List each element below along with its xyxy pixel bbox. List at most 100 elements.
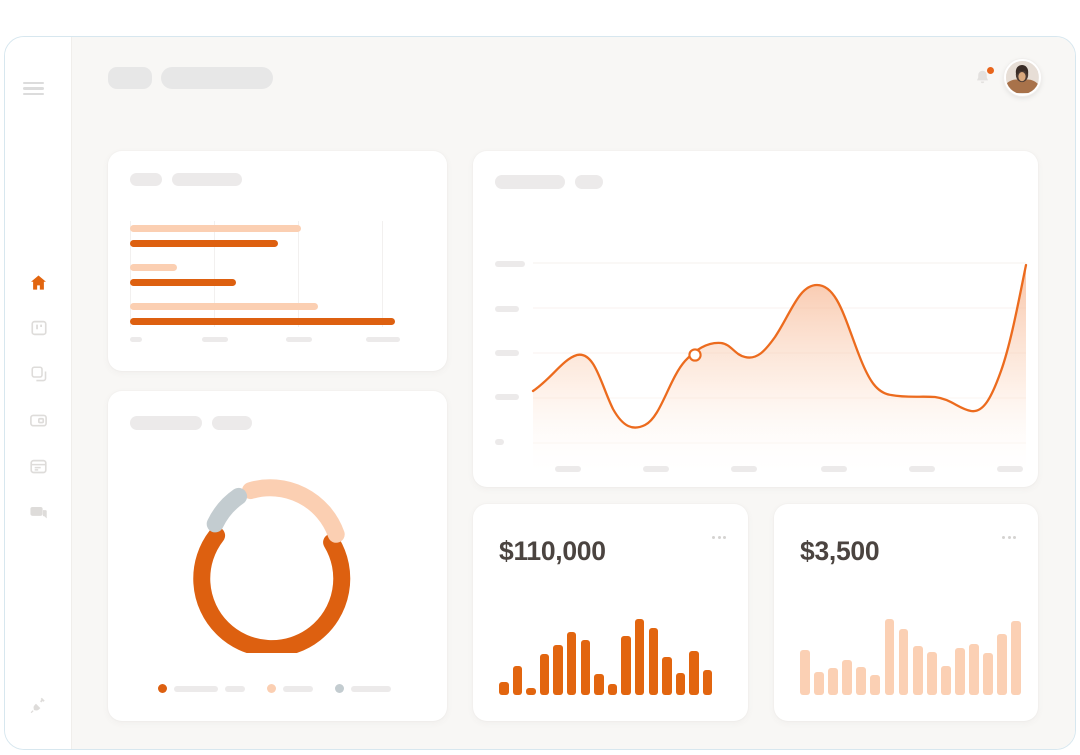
hamburger-icon[interactable] bbox=[23, 82, 44, 95]
y-axis-tick-label bbox=[495, 439, 504, 445]
title-placeholder-short bbox=[212, 416, 252, 430]
sparkline-bar bbox=[621, 635, 631, 695]
data-point-marker[interactable] bbox=[688, 348, 702, 362]
dashboard-grid: $110,000 $3,500 bbox=[108, 151, 1038, 721]
area-chart-plot bbox=[473, 203, 1038, 487]
bar-dark bbox=[130, 318, 395, 325]
sparkline-bar bbox=[983, 652, 994, 695]
card-donut-chart bbox=[108, 391, 447, 721]
sparkline-bar bbox=[814, 672, 824, 695]
y-axis-tick-label bbox=[495, 350, 519, 356]
ellipsis-dot bbox=[1007, 536, 1011, 539]
x-axis-tick-label bbox=[643, 466, 669, 472]
kanban-board-icon bbox=[30, 319, 48, 337]
legend-label-placeholder bbox=[351, 685, 391, 692]
ellipsis-dot bbox=[712, 536, 715, 539]
legend-value-placeholder bbox=[225, 685, 245, 692]
legend-label-placeholder bbox=[283, 685, 313, 692]
bell-icon bbox=[974, 70, 991, 91]
hamburger-line bbox=[23, 82, 44, 85]
chat-bubbles-icon bbox=[29, 503, 48, 522]
sidebar-item-calendar[interactable] bbox=[5, 443, 72, 489]
sidebar-item-home[interactable] bbox=[5, 259, 72, 305]
x-axis-tick-label bbox=[821, 466, 847, 472]
sparkline-bar bbox=[884, 619, 895, 695]
plug-support-icon bbox=[29, 697, 48, 721]
title-placeholder-short bbox=[108, 66, 152, 89]
sparkline-bar bbox=[607, 683, 618, 695]
credit-card-icon bbox=[29, 411, 48, 430]
gridline-vertical bbox=[130, 221, 131, 327]
avatar[interactable] bbox=[1004, 59, 1041, 96]
x-axis-tick-label bbox=[731, 466, 757, 472]
legend-label-placeholder bbox=[174, 685, 218, 692]
bar-light bbox=[130, 264, 177, 271]
y-axis-tick-label bbox=[495, 306, 519, 312]
user-avatar-image bbox=[1006, 61, 1038, 93]
sparkline-bar-chart bbox=[499, 613, 713, 695]
legend-item[interactable] bbox=[267, 684, 313, 693]
sparkline-bar bbox=[553, 645, 563, 695]
sparkline-bar bbox=[689, 651, 699, 695]
hamburger-line bbox=[23, 92, 44, 95]
sidebar-item-layers[interactable] bbox=[5, 351, 72, 397]
ellipsis-dot bbox=[1013, 536, 1016, 539]
axis-tick-label bbox=[366, 337, 400, 342]
x-axis-tick-label bbox=[909, 466, 935, 472]
sparkline-bar bbox=[566, 632, 577, 695]
sparkline-bar bbox=[926, 651, 937, 695]
axis-tick-label bbox=[286, 337, 312, 342]
sparkline-bar bbox=[499, 681, 509, 695]
legend-item[interactable] bbox=[335, 684, 391, 693]
title-placeholder-long bbox=[495, 175, 565, 189]
area-card-title-placeholder bbox=[495, 175, 603, 189]
gridline-vertical bbox=[214, 221, 215, 327]
bar-chart-plot bbox=[130, 221, 426, 341]
ellipsis-icon[interactable] bbox=[1002, 536, 1016, 539]
legend-color-dot bbox=[267, 684, 276, 693]
x-axis-tick-label bbox=[555, 466, 581, 472]
donut-segment-b[interactable] bbox=[242, 479, 345, 543]
sparkline-bar bbox=[870, 674, 881, 695]
sparkline-bar bbox=[955, 647, 965, 695]
sparkline-bar bbox=[512, 666, 523, 695]
title-placeholder-long bbox=[172, 173, 242, 186]
sparkline-bar bbox=[898, 629, 909, 695]
bar-light bbox=[130, 303, 318, 310]
sparkline-bar bbox=[539, 654, 550, 695]
legend-item[interactable] bbox=[158, 684, 245, 693]
gridline-vertical bbox=[298, 221, 299, 327]
sparkline-bar bbox=[940, 666, 951, 695]
sidebar-item-card[interactable] bbox=[5, 397, 72, 443]
sparkline-bar bbox=[662, 656, 672, 695]
legend-color-dot bbox=[335, 684, 344, 693]
main-content: $110,000 $3,500 bbox=[72, 37, 1075, 749]
sparkline-bar bbox=[526, 688, 536, 695]
donut-chart bbox=[170, 463, 384, 658]
donut-segment-a[interactable] bbox=[193, 527, 351, 658]
sparkline-bar bbox=[800, 649, 810, 695]
stat-value: $3,500 bbox=[800, 536, 880, 566]
ellipsis-icon[interactable] bbox=[712, 536, 726, 539]
sparkline-bar bbox=[912, 645, 923, 695]
sidebar-item-messages[interactable] bbox=[5, 489, 72, 535]
donut-chart-svg bbox=[193, 479, 351, 658]
area-chart-x-axis bbox=[473, 466, 1038, 473]
sparkline-bar bbox=[648, 628, 659, 695]
area-line bbox=[531, 263, 1028, 429]
area-fill bbox=[533, 265, 1026, 475]
sidebar-item-support[interactable] bbox=[5, 697, 72, 721]
donut-segment-c[interactable] bbox=[206, 487, 248, 533]
y-axis-tick-label bbox=[495, 261, 525, 267]
notification-button[interactable] bbox=[974, 67, 994, 87]
title-placeholder-short bbox=[575, 175, 603, 189]
sparkline-bar bbox=[828, 668, 838, 695]
sparkline-bar-chart bbox=[800, 613, 1022, 695]
title-placeholder-long bbox=[130, 416, 202, 430]
sidebar-item-board[interactable] bbox=[5, 305, 72, 351]
legend-color-dot bbox=[158, 684, 167, 693]
hamburger-line bbox=[23, 87, 44, 90]
bar-dark bbox=[130, 240, 278, 247]
card-stat-revenue: $110,000 bbox=[473, 504, 748, 721]
topbar bbox=[72, 37, 1075, 118]
